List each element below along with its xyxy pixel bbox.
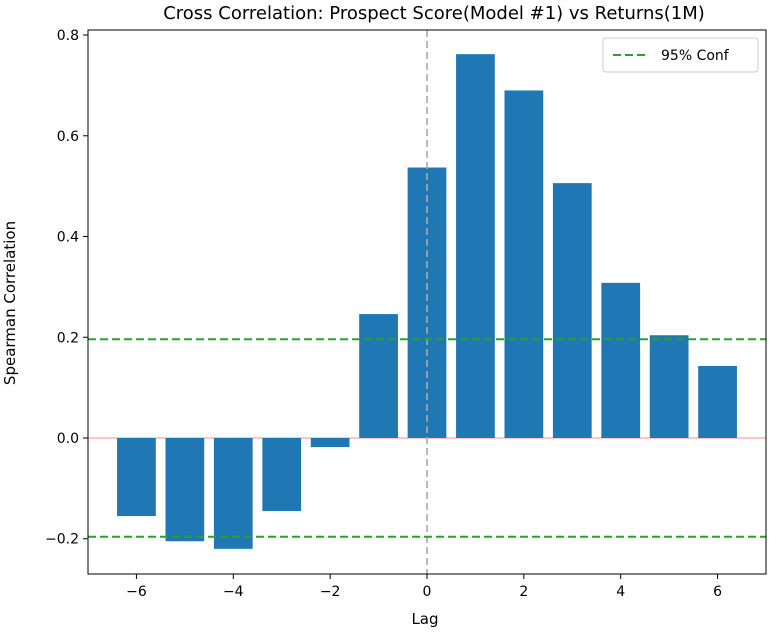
bar-lag-2 bbox=[504, 90, 544, 438]
y-tick-label: 0.8 bbox=[57, 28, 79, 44]
legend-box bbox=[602, 37, 759, 73]
x-tick-label: 2 bbox=[519, 584, 528, 600]
bar-lag-4 bbox=[601, 282, 641, 438]
plot-area: −6 −4 −2 0 2 4 6 −0.2 0.0 0.2 0.4 0.6 0.8 95% Conf bbox=[45, 28, 767, 600]
y-tick-label: −0.2 bbox=[45, 532, 79, 548]
x-tick-label: 4 bbox=[616, 584, 625, 600]
y-tick-label: 0.4 bbox=[57, 230, 79, 246]
bar-lag--3 bbox=[262, 438, 302, 512]
bar-lag-1 bbox=[456, 54, 495, 439]
y-tick-label: 0.6 bbox=[57, 129, 79, 145]
bar-lag-3 bbox=[552, 183, 592, 438]
bar-lag-6 bbox=[698, 365, 737, 438]
x-axis-label: Lag bbox=[411, 610, 438, 628]
bar-lag--5 bbox=[165, 438, 205, 542]
bar-lag--2 bbox=[310, 438, 350, 448]
x-tick-label: −2 bbox=[320, 584, 341, 600]
y-tick-label: 0.2 bbox=[57, 330, 79, 346]
bar-lag--6 bbox=[117, 438, 156, 517]
bar-lag--4 bbox=[213, 438, 253, 549]
x-tick-label: 0 bbox=[423, 584, 432, 600]
x-tick-label: 6 bbox=[713, 584, 722, 600]
x-tick-label: −4 bbox=[223, 584, 244, 600]
y-axis-label: Spearman Correlation bbox=[1, 221, 19, 385]
chart-title: Cross Correlation: Prospect Score(Model … bbox=[163, 3, 705, 24]
bar-lag-5 bbox=[649, 335, 689, 438]
legend-conf-label: 95% Conf bbox=[661, 48, 730, 64]
y-tick-label: 0.0 bbox=[57, 431, 79, 447]
x-tick-label: −6 bbox=[126, 584, 147, 600]
bar-lag--1 bbox=[359, 314, 398, 438]
